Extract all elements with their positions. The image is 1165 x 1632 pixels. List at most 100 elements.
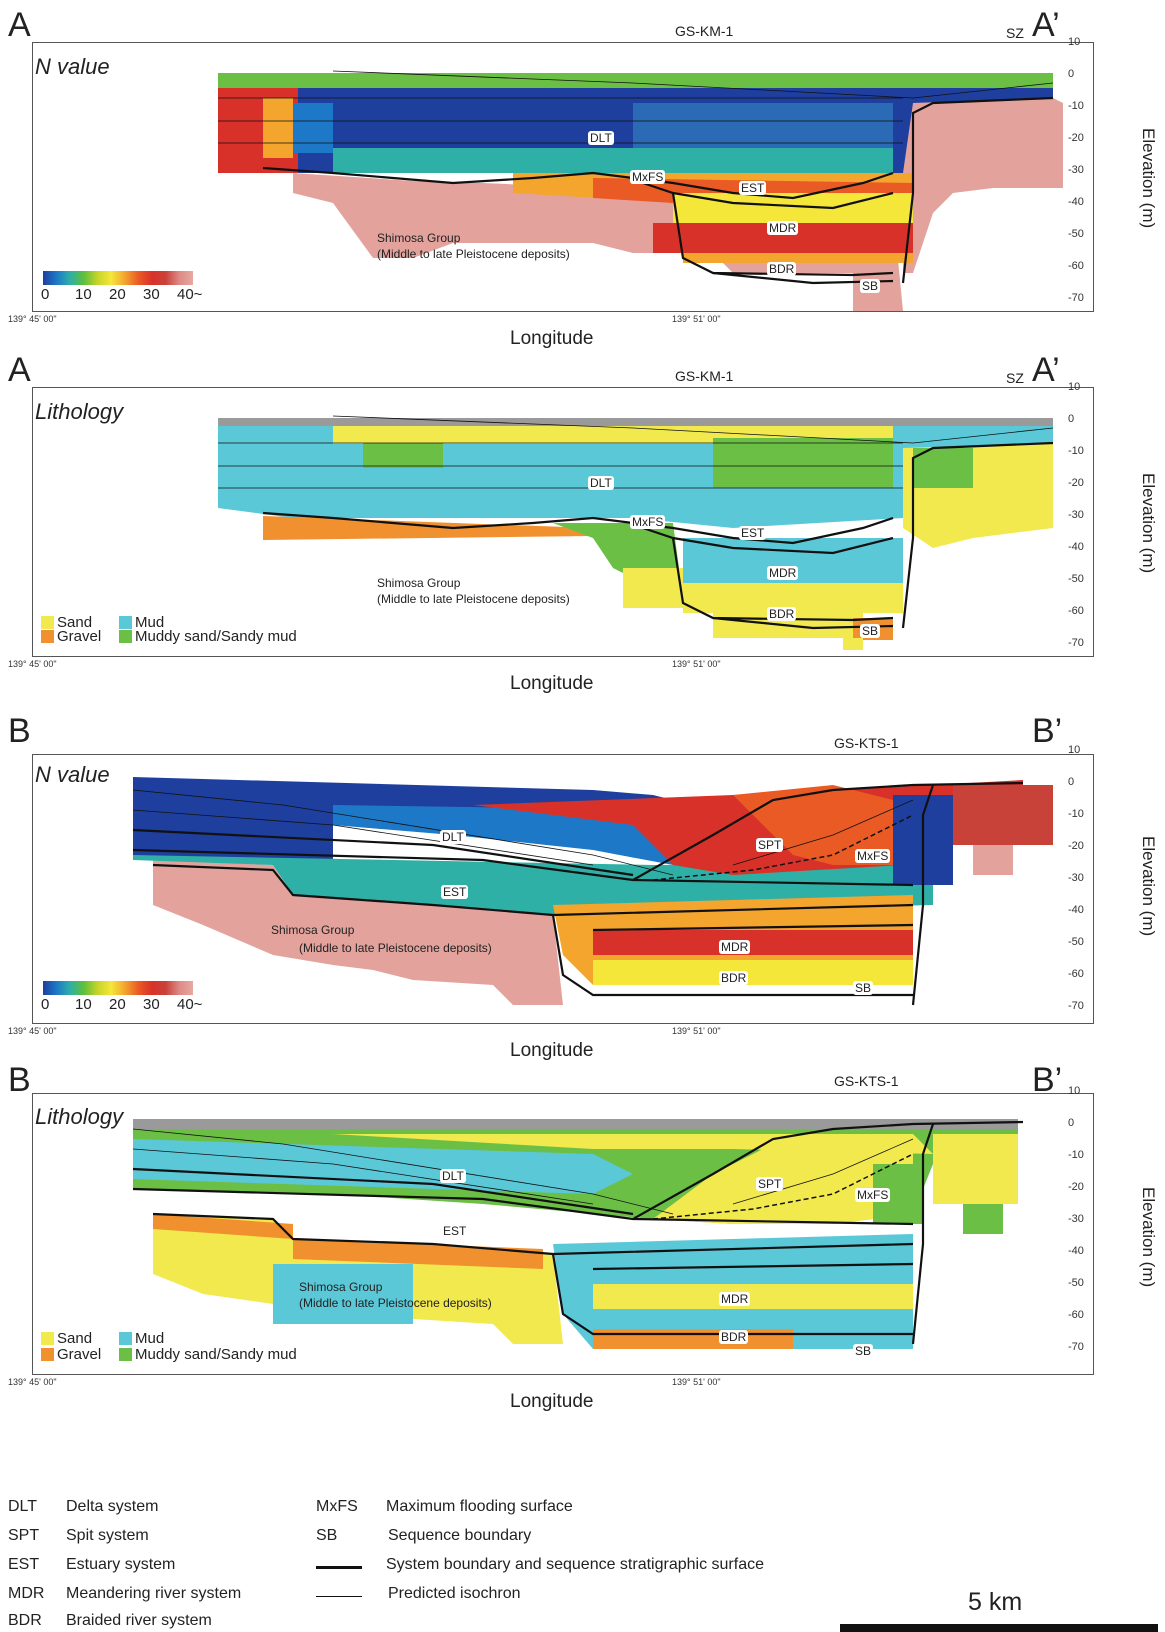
nvalue-section-graphic xyxy=(218,70,1063,311)
x-axis-title: Longitude xyxy=(510,1391,594,1412)
y-tick: -10 xyxy=(1068,808,1084,820)
unit-label-mdr: MDR xyxy=(719,940,751,954)
unit-label-spt: SPT xyxy=(756,838,784,852)
unit-label-sb: SB xyxy=(860,279,881,293)
panel-a-lithology: A A’ GS-KM-1 ↓ SZ ↘ xyxy=(0,345,1165,697)
y-tick: 0 xyxy=(1068,1117,1075,1129)
abbr-desc: Braided river system xyxy=(66,1612,212,1629)
y-tick: -70 xyxy=(1068,637,1084,649)
legend-swatch xyxy=(41,1332,54,1345)
cross-section-frame: DLT MxFS EST MDR BDR SB Shimosa Group (M… xyxy=(32,42,1094,312)
y-tick: -60 xyxy=(1068,260,1084,272)
legend-label: Gravel xyxy=(57,1346,102,1363)
y-tick: 0 xyxy=(1068,68,1075,80)
y-tick: -50 xyxy=(1068,228,1084,240)
unit-label-mxfs: MxFS xyxy=(855,849,891,863)
unit-label-dlt: DLT xyxy=(588,476,614,490)
x-tick-start: 139° 45' 00" xyxy=(8,1377,57,1387)
cross-section-frame: DLT SPT MxFS EST MDR BDR SB Shimosa Grou… xyxy=(32,1093,1094,1375)
legend-label: Sand xyxy=(57,1330,93,1347)
legend-mud: Mud xyxy=(119,1330,164,1347)
shimosa-group-subtitle: (Middle to late Pleistocene deposits) xyxy=(299,1296,492,1310)
section-start-label: B xyxy=(8,1061,31,1099)
legend-sand: Sand xyxy=(41,614,92,631)
colorbar-tick: 10 xyxy=(75,996,92,1013)
y-tick: -60 xyxy=(1068,605,1084,617)
legend-muddy-sand: Muddy sand/Sandy mud xyxy=(119,1346,297,1363)
legend-label: Muddy sand/Sandy mud xyxy=(135,628,297,645)
abbr-desc: Sequence boundary xyxy=(388,1527,532,1544)
unit-label-mxfs: MxFS xyxy=(630,515,666,529)
unit-label-mdr: MDR xyxy=(767,566,799,580)
x-axis-title: Longitude xyxy=(510,673,594,694)
scale-bar xyxy=(840,1624,1158,1632)
abbr-code: EST xyxy=(8,1556,40,1573)
unit-label-sb: SB xyxy=(853,981,874,995)
cross-section-frame: DLT SPT MxFS EST MDR BDR SB Shimosa Grou… xyxy=(32,754,1094,1024)
borehole-label: GS-KM-1 xyxy=(675,23,734,39)
abbr-desc: Meandering river system xyxy=(66,1585,242,1602)
panel-title: N value xyxy=(35,762,110,787)
unit-label-est: EST xyxy=(441,885,469,899)
thick-line-symbol xyxy=(316,1566,362,1569)
unit-label-est: EST xyxy=(441,1224,469,1238)
y-tick: 10 xyxy=(1068,381,1081,393)
colorbar-tick: 30 xyxy=(143,286,160,303)
y-tick: -20 xyxy=(1068,840,1084,852)
section-start-label: A xyxy=(8,351,31,389)
abbr-desc: Spit system xyxy=(66,1527,149,1544)
y-tick: -40 xyxy=(1068,1245,1084,1257)
thin-line-symbol xyxy=(316,1596,362,1597)
x-tick-mid: 139° 51' 00" xyxy=(672,1377,721,1387)
sz-label: SZ xyxy=(1006,370,1024,386)
legend-swatch xyxy=(41,1348,54,1361)
abbr-code: SPT xyxy=(8,1527,40,1544)
y-tick: -70 xyxy=(1068,1000,1084,1012)
unit-label-est: EST xyxy=(739,181,767,195)
nvalue-colorbar xyxy=(43,271,193,285)
legend-swatch xyxy=(119,1332,132,1345)
legend-swatch xyxy=(119,630,132,643)
unit-label-bdr: BDR xyxy=(767,607,797,621)
unit-label-mxfs: MxFS xyxy=(630,170,666,184)
scale-label: 5 km xyxy=(968,1588,1023,1616)
x-axis-title: Longitude xyxy=(510,328,594,349)
abbr-desc: Predicted isochron xyxy=(388,1585,521,1602)
cross-section-frame: DLT MxFS EST MDR BDR SB Shimosa Group (M… xyxy=(32,387,1094,657)
unit-label-bdr: BDR xyxy=(719,1330,749,1344)
y-tick: -10 xyxy=(1068,1149,1084,1161)
shimosa-group-subtitle: (Middle to late Pleistocene deposits) xyxy=(377,592,570,606)
nvalue-section-graphic xyxy=(132,777,1053,1006)
unit-label-mdr: MDR xyxy=(719,1292,751,1306)
lithology-section-graphic xyxy=(132,1119,1024,1349)
y-tick: 0 xyxy=(1068,413,1075,425)
unit-label-sb: SB xyxy=(860,624,881,638)
legend-muddy-sand: Muddy sand/Sandy mud xyxy=(119,628,297,645)
panel-a-nvalue: A A’ GS-KM-1 ↓ SZ ↘ xyxy=(0,0,1165,352)
legend-swatch xyxy=(41,616,54,629)
panel-b-nvalue: B B’ GS-KTS-1 ↓ xyxy=(0,712,1165,1064)
x-tick-start: 139° 45' 00" xyxy=(8,1026,57,1036)
section-start-label: B xyxy=(8,712,31,750)
panel-title: Lithology xyxy=(35,1104,124,1129)
legend-swatch xyxy=(119,1348,132,1361)
section-end-label: B’ xyxy=(1032,1061,1063,1099)
y-axis-title: Elevation (m) xyxy=(1139,1187,1158,1288)
abbr-code: MxFS xyxy=(316,1498,358,1515)
y-tick: 10 xyxy=(1068,1085,1081,1097)
borehole-label: GS-KTS-1 xyxy=(834,735,899,751)
y-tick: -30 xyxy=(1068,164,1084,176)
abbr-desc: Estuary system xyxy=(66,1556,176,1573)
y-axis-title: Elevation (m) xyxy=(1139,473,1158,574)
abbr-desc: Delta system xyxy=(66,1498,159,1515)
borehole-label: GS-KTS-1 xyxy=(834,1073,899,1089)
legend-label: Sand xyxy=(57,614,93,631)
y-tick: -30 xyxy=(1068,1213,1084,1225)
legend-label: Mud xyxy=(135,1330,165,1347)
colorbar-tick: 0 xyxy=(41,996,50,1013)
y-tick: -70 xyxy=(1068,292,1084,304)
section-end-label: B’ xyxy=(1032,712,1063,750)
y-tick: -30 xyxy=(1068,872,1084,884)
legend-gravel: Gravel xyxy=(41,628,101,645)
y-tick: -20 xyxy=(1068,477,1084,489)
